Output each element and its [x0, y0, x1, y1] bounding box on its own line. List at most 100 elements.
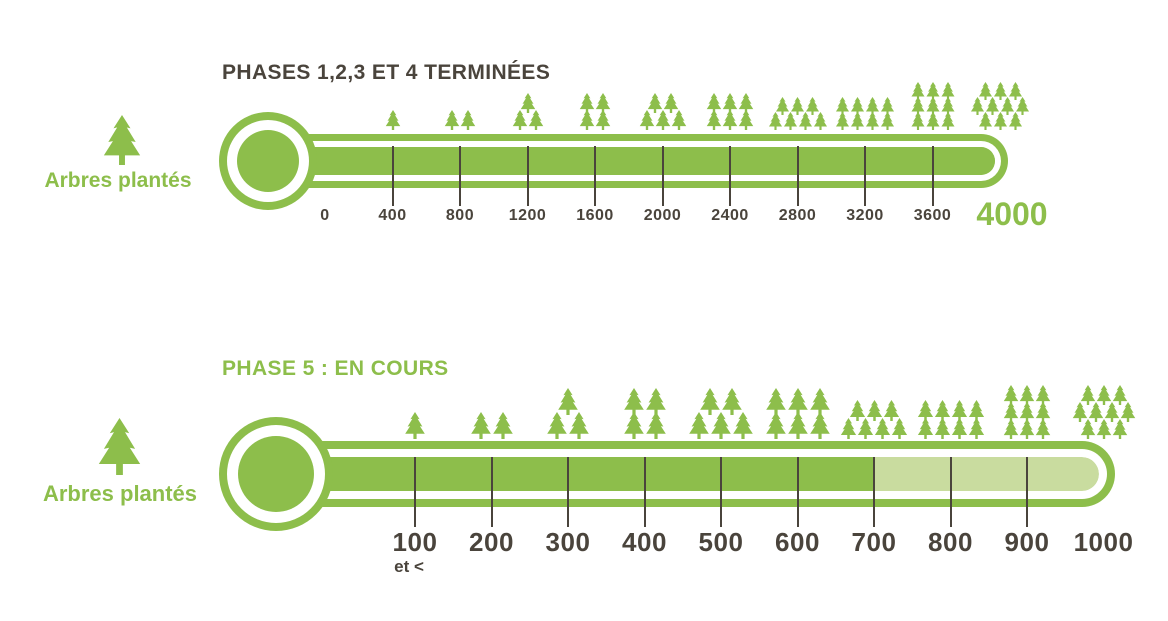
- phase-5-title: PHASE 5 : EN COURS: [222, 357, 449, 381]
- tree-icon: [547, 412, 567, 439]
- tree-icon: [891, 418, 908, 439]
- tree-icon: [1112, 419, 1127, 439]
- tick-label: 2800: [778, 207, 817, 224]
- tree-cluster-row: [765, 412, 830, 439]
- tree-icon: [689, 412, 709, 439]
- tree-icon: [569, 412, 589, 439]
- tick-mark: [567, 457, 569, 527]
- tree-icon: [1019, 419, 1035, 439]
- tree-cluster-row: [547, 388, 590, 415]
- tick-mark: [594, 146, 596, 206]
- tree-icon: [809, 388, 830, 415]
- tick-mark: [414, 457, 416, 527]
- tree-cluster-row: [547, 412, 590, 439]
- bulb-white-ring: [227, 425, 325, 523]
- tree-cluster-row: [623, 412, 666, 439]
- tree-cluster-row: [689, 388, 754, 415]
- tree-cluster-row: [1003, 419, 1051, 439]
- track-fill-area: [281, 147, 995, 175]
- bulb-core: [237, 130, 299, 192]
- tree-cluster: [840, 400, 908, 439]
- tick-label: 1000: [1073, 527, 1134, 557]
- tick-label: 1200: [508, 207, 547, 224]
- tree-icon: [470, 412, 491, 439]
- progress-fill: [290, 457, 874, 491]
- thermometer-track: [268, 134, 1008, 188]
- tree-icon: [722, 388, 742, 415]
- tree-cluster: [917, 400, 984, 439]
- tick-mark: [729, 146, 731, 206]
- tick-label: 100: [392, 527, 438, 557]
- tree-icon: [874, 418, 891, 439]
- tree-icon: [1003, 419, 1019, 439]
- tree-cluster-row: [470, 412, 513, 439]
- tick-mark: [661, 146, 664, 206]
- tree-icon: [765, 388, 786, 415]
- tree-icon: [1080, 419, 1095, 439]
- tree-icon: [405, 412, 425, 439]
- tick-label: 800: [445, 207, 475, 224]
- tree-icon: [558, 388, 578, 415]
- tick-mark: [490, 457, 493, 527]
- tree-cluster: [470, 412, 513, 439]
- progress-fill: [281, 147, 995, 175]
- tree-cluster: [623, 388, 666, 439]
- tick-mark: [796, 146, 799, 206]
- tick-label: 3600: [913, 207, 952, 224]
- tick-label: 3200: [846, 207, 884, 224]
- tree-icon: [98, 418, 141, 475]
- tree-cluster: [765, 388, 830, 439]
- tree-icon: [645, 388, 666, 415]
- tree-icon: [951, 418, 967, 439]
- tree-icon: [809, 412, 830, 439]
- tick-label: 500: [698, 527, 744, 557]
- track-inner-ring: [275, 141, 1001, 181]
- tree-cluster-row: [405, 412, 426, 439]
- phases-1-4-title: PHASES 1,2,3 ET 4 TERMINÉES: [222, 61, 551, 85]
- tree-icon: [645, 412, 666, 439]
- tick-mark: [931, 146, 934, 206]
- tree-icon: [1035, 419, 1051, 439]
- thermometer-bulb: [219, 112, 317, 210]
- tree-icon: [917, 418, 933, 439]
- tick-label: 2000: [643, 207, 682, 224]
- tree-icon: [623, 388, 644, 415]
- bulb-core: [238, 436, 314, 512]
- tree-icon: [711, 412, 731, 439]
- tick-mark: [391, 146, 394, 206]
- tree-icon: [787, 412, 808, 439]
- tree-cluster-row: [917, 418, 984, 439]
- tree-icon: [840, 418, 857, 439]
- tree-cluster: [547, 388, 590, 439]
- tick-sub-label: et <: [394, 557, 424, 576]
- tree-icon: [733, 412, 753, 439]
- tick-mark: [864, 146, 866, 206]
- tree-icon: [623, 412, 644, 439]
- max-value-label: 4000: [976, 196, 1048, 232]
- tree-cluster-row: [1072, 419, 1135, 439]
- tick-label: 2400: [711, 207, 749, 224]
- tree-icon: [968, 418, 984, 439]
- bulb-white-ring: [227, 120, 309, 202]
- tree-icon: [934, 418, 950, 439]
- tick-mark: [796, 457, 799, 527]
- tick-mark: [949, 457, 952, 527]
- tick-mark: [1026, 457, 1028, 527]
- tick-label: 900: [1004, 527, 1050, 557]
- tree-cluster: [405, 412, 426, 439]
- thermometer-track: [274, 441, 1115, 507]
- axis-unit-label: Arbres plantés: [42, 481, 198, 506]
- tick-label: 700: [851, 527, 897, 557]
- tick-label: 600: [775, 527, 820, 557]
- tree-icon: [857, 418, 874, 439]
- tick-label: 0: [320, 207, 330, 224]
- tick-mark: [720, 457, 722, 527]
- tree-icon: [1096, 419, 1111, 439]
- tree-cluster-row: [765, 388, 830, 415]
- tree-icon: [492, 412, 513, 439]
- tick-mark: [643, 457, 646, 527]
- tree-icon: [765, 412, 786, 439]
- tree-icon: [700, 388, 720, 415]
